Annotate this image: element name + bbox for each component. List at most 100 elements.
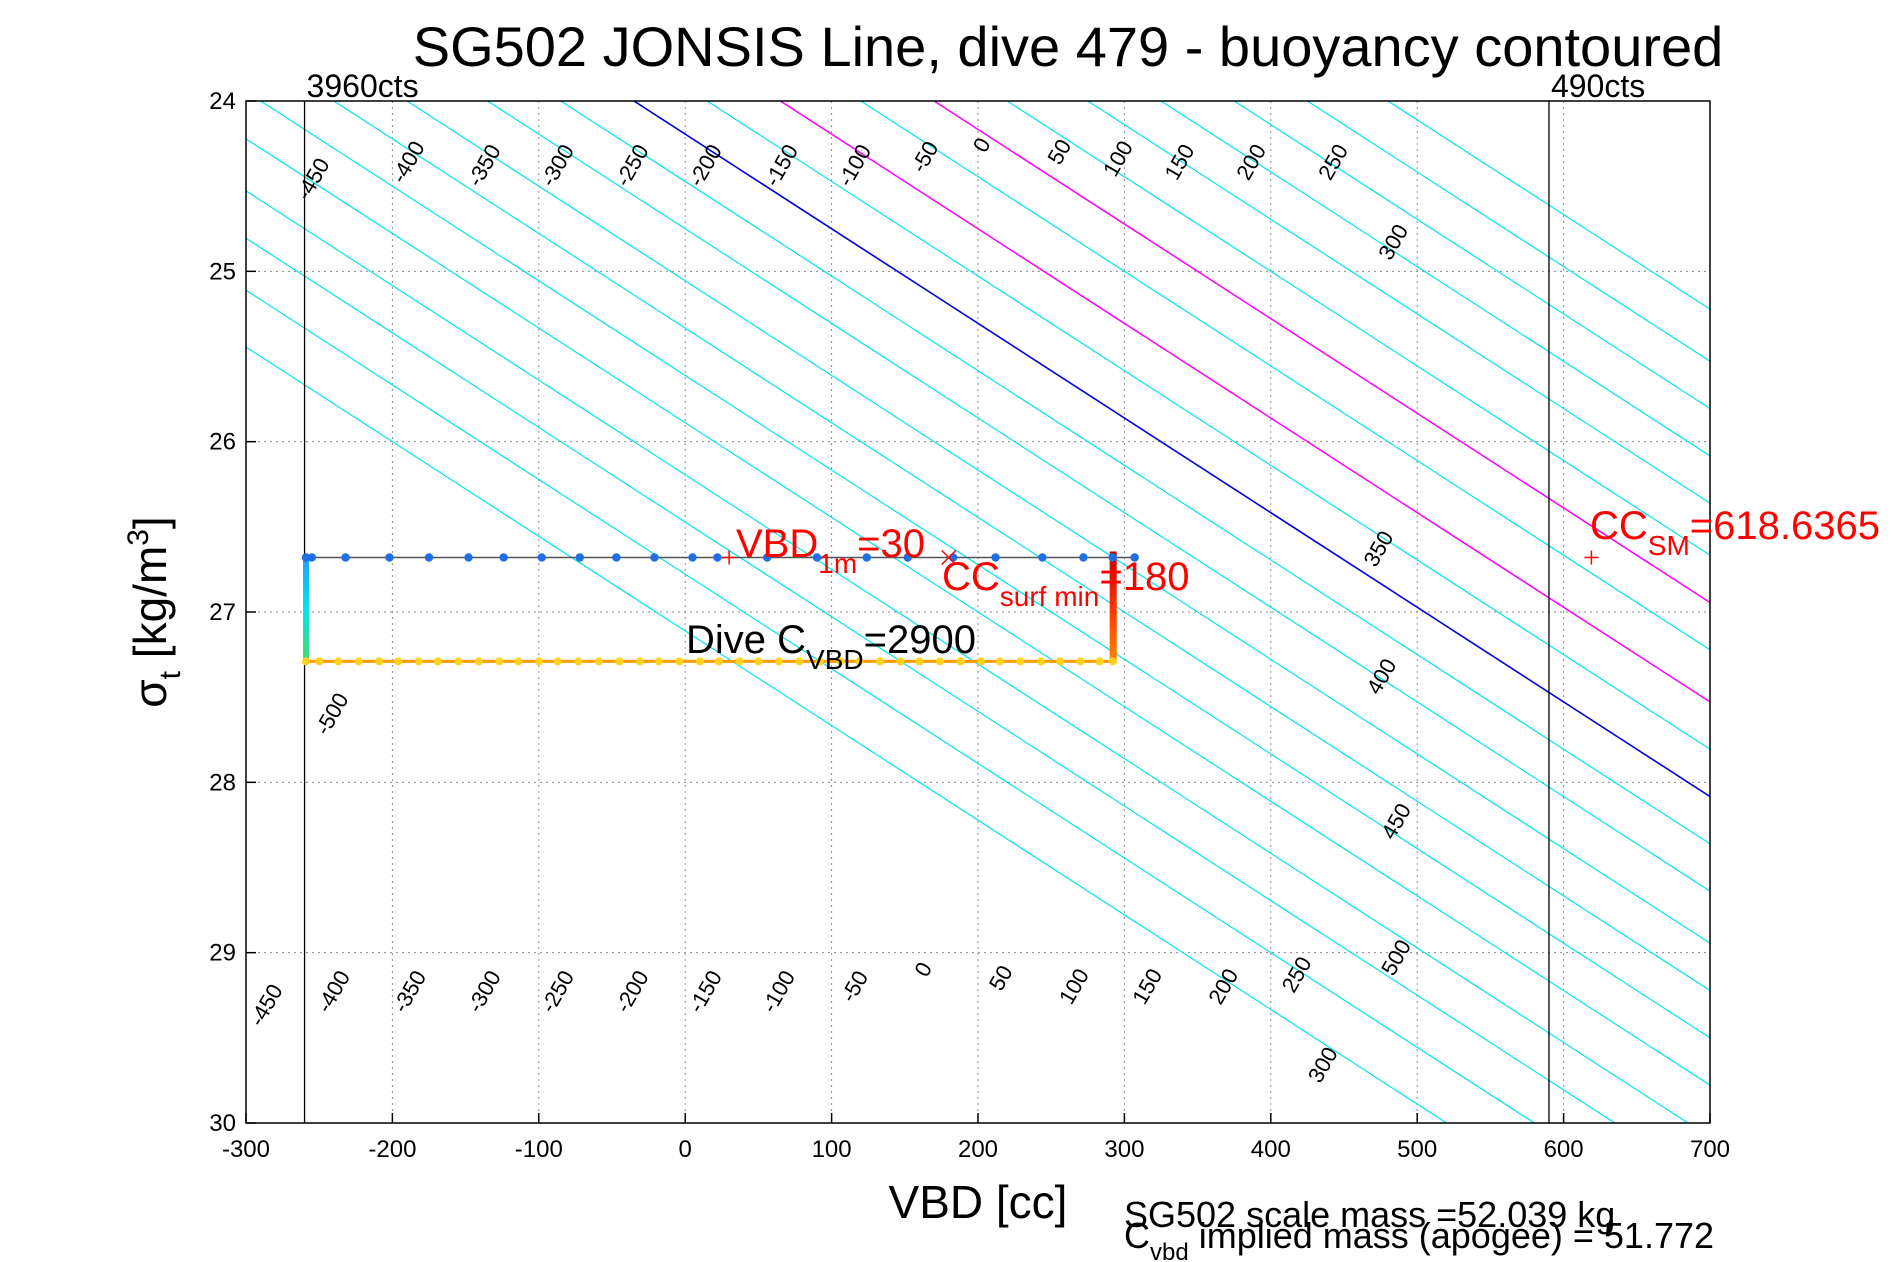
y-tick-label: 24 xyxy=(209,88,236,115)
y-tick-label: 29 xyxy=(209,940,236,967)
x-tick-label: -200 xyxy=(368,1136,416,1163)
ascent-point xyxy=(695,657,704,666)
descent-point xyxy=(575,553,584,562)
ascent-point xyxy=(1095,657,1104,666)
y-axis-ticks: 24 25 26 27 28 29 30 xyxy=(209,88,256,1137)
ascent-point xyxy=(635,657,644,666)
y-label-unit: [kg/m xyxy=(124,546,176,671)
descent-point xyxy=(991,553,1000,562)
descent-point xyxy=(499,553,508,562)
ascent-point xyxy=(815,657,824,666)
descent-point xyxy=(762,553,772,562)
contour-line xyxy=(333,101,1710,992)
descent-point xyxy=(385,553,394,562)
ascent-point xyxy=(956,657,965,666)
y-label-sub: t xyxy=(154,670,187,679)
descent-point xyxy=(903,553,912,562)
descent-point xyxy=(1038,553,1047,562)
cc-sm-sub: SM xyxy=(1648,530,1690,561)
y-label-sup: 3 xyxy=(122,529,155,546)
ascent-point xyxy=(394,657,403,666)
descent-point xyxy=(812,553,822,562)
contour-line xyxy=(260,101,1710,1039)
cc-surf-min-sub: surf min xyxy=(1000,581,1100,612)
ascent-point xyxy=(1055,657,1064,666)
cross-marker xyxy=(941,549,957,566)
implied-mass-sub: vbd xyxy=(1150,1239,1189,1262)
y-tick-label: 27 xyxy=(209,599,236,626)
cc-sm-annotation: CCSM=618.6365 xyxy=(1590,504,1880,561)
descent-point xyxy=(713,553,722,562)
ascent-point xyxy=(714,657,723,666)
ascent-point xyxy=(855,657,864,666)
ascent-point xyxy=(915,657,924,666)
x-tick-label: -100 xyxy=(515,1136,563,1163)
x-axis-ticks: -300 -200 -100 0 100 200 300 400 500 600 700 xyxy=(222,1113,1730,1163)
contour-line xyxy=(406,101,1710,944)
contour-line xyxy=(860,101,1710,651)
implied-mass-footer: Cvbd implied mass (apogee) = 51.772 xyxy=(1124,1215,1714,1262)
ascent-point xyxy=(675,657,684,666)
vbd-1m-sub: 1m xyxy=(818,548,857,579)
cc-sm-main: CC xyxy=(1590,504,1648,548)
dive-cvbd-main: Dive C xyxy=(686,618,806,662)
x-tick-label: 500 xyxy=(1397,1136,1437,1163)
ascent-point xyxy=(896,657,905,666)
ascent-point xyxy=(495,657,504,666)
dive-path xyxy=(301,551,1139,666)
ascent-point xyxy=(1016,657,1025,666)
y-tick-label: 28 xyxy=(209,769,236,796)
ascent-point xyxy=(654,657,663,666)
ascent-point xyxy=(995,657,1004,666)
contour-line xyxy=(1233,101,1710,410)
scale-mass-footer: SG502 scale mass =52.039 kg xyxy=(1124,1194,1615,1235)
ascent-point xyxy=(574,657,583,666)
count-lines: 3960cts 490cts xyxy=(303,68,1645,1123)
descent-point xyxy=(424,553,434,562)
y-axis-label: σt [kg/m3] xyxy=(122,516,187,707)
ascent-point xyxy=(454,657,463,666)
descent-point xyxy=(612,553,621,562)
y-tick-label: 26 xyxy=(209,429,236,456)
descent-point xyxy=(862,553,871,562)
contour-line xyxy=(1087,101,1710,504)
contour-line xyxy=(487,101,1710,892)
ascent-point xyxy=(433,657,442,666)
contour-line xyxy=(1160,101,1710,457)
y-label-close: ] xyxy=(124,516,176,529)
ascent-point xyxy=(935,657,944,666)
x-tick-label: 600 xyxy=(1544,1136,1584,1163)
contour-line xyxy=(633,101,1710,798)
contour-line xyxy=(1307,101,1710,362)
cc-surf-min-value: =180 xyxy=(1099,555,1189,599)
contour-line xyxy=(706,101,1710,750)
ascent-point xyxy=(774,657,783,666)
ascent-point xyxy=(375,657,384,666)
ascent-point xyxy=(1036,657,1045,666)
descent-point xyxy=(537,553,546,562)
cc-surf-min-main: CC xyxy=(942,555,1000,599)
count-label: 3960cts xyxy=(307,68,419,104)
vbd-1m-main: VBD xyxy=(736,522,818,566)
ascent-point xyxy=(1076,657,1085,666)
contour-line xyxy=(1387,101,1710,310)
cc-surf-min-annotation: CCsurf min=180 xyxy=(942,555,1189,612)
ascent-point xyxy=(414,657,423,666)
contour-line xyxy=(246,138,1710,1086)
dive-cvbd-sub: VBD xyxy=(806,644,864,675)
contour-line xyxy=(246,289,1535,1123)
descent-point xyxy=(1079,553,1088,562)
descent-point xyxy=(307,553,317,562)
dive-cvbd-annotation: Dive CVBD=2900 xyxy=(686,618,976,675)
contour-line xyxy=(560,101,1710,845)
descent-point xyxy=(301,553,311,562)
descent-point xyxy=(1130,553,1139,562)
contour-line xyxy=(246,346,1447,1123)
buoyancy-contours xyxy=(246,101,1710,1123)
x-tick-label: 700 xyxy=(1690,1136,1730,1163)
ascent-point xyxy=(334,657,343,666)
ascent-point xyxy=(302,657,311,666)
annotation-markers xyxy=(722,549,1599,566)
vbd-1m-value: =30 xyxy=(857,522,925,566)
